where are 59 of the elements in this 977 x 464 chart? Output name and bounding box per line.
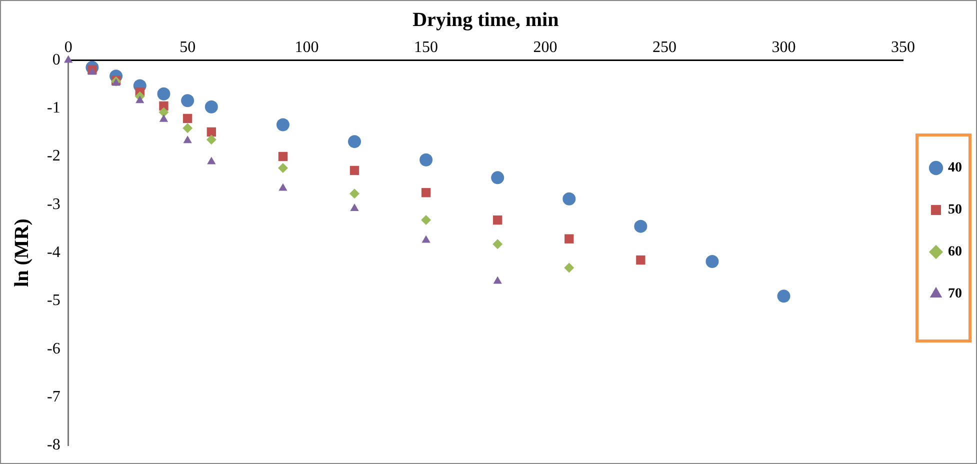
point [183, 136, 192, 144]
y-tick-label: -6 [47, 340, 60, 358]
point [181, 94, 194, 108]
point [136, 96, 144, 104]
point [278, 163, 288, 174]
point [491, 171, 504, 184]
legend-label: 70 [948, 286, 962, 302]
point [562, 192, 576, 206]
x-tick-label: 100 [294, 38, 319, 56]
x-tick-label: 300 [772, 38, 796, 56]
y-tick-label: -1 [47, 100, 60, 117]
point [207, 156, 216, 164]
point [564, 234, 574, 244]
point [206, 127, 216, 137]
point [422, 235, 430, 243]
point [350, 204, 359, 211]
legend-label: 40 [948, 160, 962, 176]
point [634, 220, 648, 233]
point [206, 134, 216, 145]
legend-label: 60 [948, 244, 962, 260]
y-tick-label: -8 [47, 436, 60, 454]
y-tick-label: 0 [52, 51, 60, 68]
x-tick-label: 250 [652, 38, 677, 56]
y-tick-label: -7 [47, 388, 60, 406]
y-axis-title: ln (MR) [11, 218, 34, 287]
point [636, 255, 646, 265]
y-tick-label: -5 [47, 292, 60, 310]
point [420, 153, 433, 166]
point [278, 183, 288, 191]
point [492, 215, 502, 225]
point [564, 262, 574, 273]
x-tick-label: 200 [533, 38, 558, 56]
point [777, 290, 790, 303]
y-tick-label: -4 [47, 244, 60, 262]
point [157, 87, 170, 100]
x-axis-title: Drying time, min [412, 9, 559, 32]
point [276, 118, 290, 132]
point [159, 114, 168, 122]
point [350, 188, 360, 199]
x-tick-label: 0 [64, 38, 72, 56]
point [493, 276, 502, 284]
point [182, 123, 193, 134]
point [492, 239, 503, 250]
y-tick-label: -3 [47, 196, 60, 213]
x-tick-label: 50 [180, 38, 196, 56]
point [64, 55, 73, 63]
point [421, 215, 432, 226]
legend-label: 50 [948, 202, 962, 218]
x-tick-label: 350 [891, 38, 915, 56]
point [182, 114, 192, 124]
point [204, 100, 218, 114]
point [421, 188, 431, 198]
point [348, 135, 361, 148]
y-tick-label: -2 [47, 148, 60, 165]
point [158, 107, 169, 118]
x-tick-label: 150 [414, 38, 438, 56]
point [350, 166, 360, 176]
point [706, 254, 719, 268]
point [278, 152, 288, 162]
